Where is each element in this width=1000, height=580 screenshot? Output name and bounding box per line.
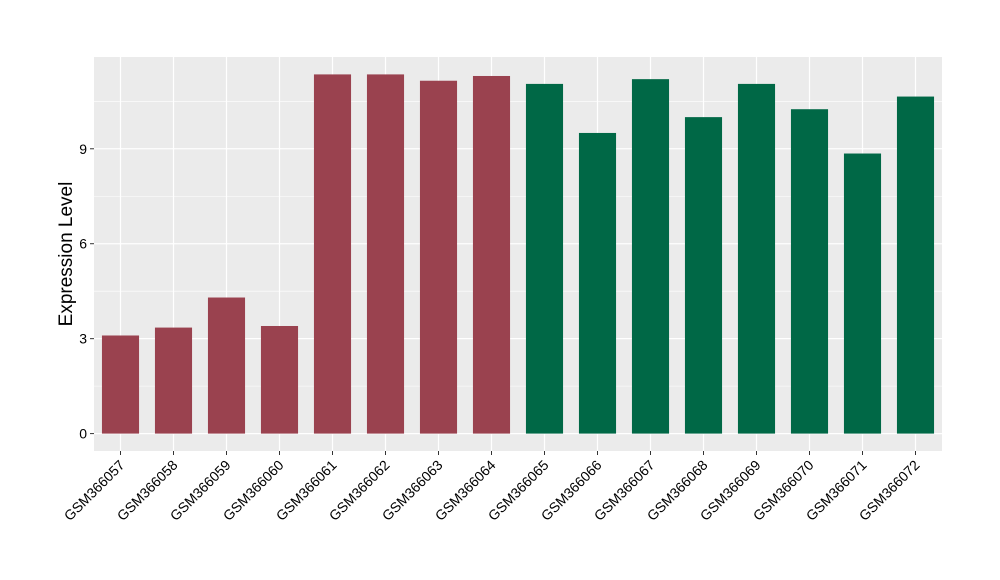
bar-GSM366067 [631,79,670,434]
bar-GSM366068 [684,117,723,434]
y-tick-label: 6 [79,236,87,252]
bar-GSM366069 [737,83,776,434]
y-axis-title: Expression Level [56,182,77,327]
y-tick-label: 3 [79,331,87,347]
bars [101,74,935,434]
bar-GSM366070 [790,109,829,434]
bar-GSM366060 [260,325,299,434]
x-axis: GSM366057GSM366058GSM366059GSM366060GSM3… [61,451,923,524]
bar-GSM366072 [896,96,935,434]
bar-GSM366061 [313,74,352,434]
y-axis: 0 3 6 9 [79,141,94,442]
bar-GSM366064 [472,75,511,434]
bar-GSM366063 [419,80,458,434]
y-tick-label: 0 [79,426,87,442]
bar-GSM366065 [525,83,564,434]
bar-GSM366066 [578,132,617,434]
bar-GSM366062 [366,74,405,434]
bar-GSM366058 [154,327,193,434]
y-tick-label: 9 [79,141,87,157]
bar-GSM366057 [101,335,140,434]
bar-GSM366071 [843,153,882,434]
bar-GSM366059 [207,297,246,434]
